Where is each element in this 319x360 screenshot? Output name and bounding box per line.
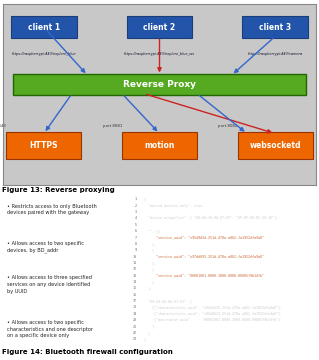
Text: Reverse Proxy: Reverse Proxy (123, 80, 196, 89)
Text: 3: 3 (135, 210, 137, 214)
Text: 4: 4 (135, 216, 137, 220)
Text: "service_uuid": "e95d9d3d-251d-470a-a062-fa1922dfa9a8": "service_uuid": "e95d9d3d-251d-470a-a062… (140, 235, 264, 239)
FancyBboxPatch shape (12, 73, 307, 95)
Text: ],: ], (140, 287, 152, 291)
Text: }: } (140, 331, 150, 335)
Text: 14: 14 (133, 280, 137, 284)
Text: "": [{: "": [{ (140, 229, 160, 233)
Text: {"descriptor_uuid"    : "00002902-0000-1000-8000-00805f9b34fb"}: {"descriptor_uuid" : "00002902-0000-1000… (140, 318, 280, 322)
Text: 2: 2 (135, 204, 137, 208)
Text: 16: 16 (133, 293, 137, 297)
Text: • Allows access to two specific
characteristics and one descriptor
on a specific: • Allows access to two specific characte… (6, 320, 93, 338)
Text: 23: 23 (133, 337, 137, 341)
Text: 22: 22 (133, 331, 137, 335)
Text: 6: 6 (135, 229, 137, 233)
FancyBboxPatch shape (242, 16, 308, 38)
Text: ]: ] (140, 324, 154, 329)
Text: client 1: client 1 (28, 23, 60, 32)
FancyBboxPatch shape (6, 132, 81, 159)
Text: 12: 12 (133, 267, 137, 271)
Text: • Restricts access to only Bluetooth
devices paired with the gateway: • Restricts access to only Bluetooth dev… (6, 204, 96, 215)
Text: 11: 11 (133, 261, 137, 265)
Text: port 8082: port 8082 (218, 124, 238, 128)
Text: {: { (140, 267, 154, 271)
Text: port 443: port 443 (0, 124, 6, 128)
Text: motion: motion (144, 141, 175, 150)
Text: https://raspberrypi:443/explore_blue_ws: https://raspberrypi:443/explore_blue_ws (124, 51, 195, 55)
Text: 18: 18 (133, 305, 137, 310)
FancyBboxPatch shape (127, 16, 192, 38)
Text: 10: 10 (133, 255, 137, 258)
Text: {"characteristic_uuid": "e95d0624-251d-470a-a062-fa1922dfa9a8"},: {"characteristic_uuid": "e95d0624-251d-4… (140, 312, 282, 316)
Text: client 3: client 3 (259, 23, 291, 32)
FancyBboxPatch shape (238, 132, 313, 159)
Text: Figure 14: Bluetooth firewall configuration: Figure 14: Bluetooth firewall configurat… (2, 348, 172, 355)
Text: client 2: client 2 (144, 23, 175, 32)
Text: 21: 21 (133, 324, 137, 329)
Text: 20: 20 (133, 318, 137, 322)
Text: "service_uuid": "00001801-0000-1000-8000-00805f9b34fb": "service_uuid": "00001801-0000-1000-8000… (140, 274, 264, 278)
FancyBboxPatch shape (122, 132, 197, 159)
Text: {: { (140, 248, 154, 252)
Text: [{"characteristic_uuid": "e95d1b35-251d-470a-a062-fa1922dfa9a8"},: [{"characteristic_uuid": "e95d1b35-251d-… (140, 305, 282, 310)
Text: 1: 1 (135, 197, 137, 201)
Text: },: }, (140, 242, 156, 246)
Text: 8: 8 (135, 242, 137, 246)
Text: Figure 13: Reverse proxying: Figure 13: Reverse proxying (2, 188, 114, 193)
Text: 5: 5 (135, 223, 137, 227)
Text: 17: 17 (133, 299, 137, 303)
Text: • Allows access to three specified
services on any device identified
by UUID: • Allows access to three specified servi… (6, 275, 91, 294)
Text: https://raspberrypi:443/explore_blue: https://raspberrypi:443/explore_blue (11, 51, 76, 55)
Text: "paired_devices_only": true,: "paired_devices_only": true, (140, 204, 204, 208)
Text: 9: 9 (135, 248, 137, 252)
Text: websocketd: websocketd (249, 141, 301, 150)
Text: "09:64:36:06:87:01": [: "09:64:36:06:87:01": [ (140, 299, 192, 303)
Text: }: } (140, 280, 154, 284)
Text: "device_acceptlist": [ "09:64:36:06:87:01", "6F:0F:85:0C:29:18"],: "device_acceptlist": [ "09:64:36:06:87:0… (140, 216, 278, 220)
Text: }: } (140, 337, 146, 341)
Text: 15: 15 (133, 287, 137, 291)
Text: "service_uuid": "e97dd693-251d-470a-a062-fa1922dfa9a8": "service_uuid": "e97dd693-251d-470a-a062… (140, 255, 264, 258)
Text: • Allows access to two specific
devices, by BD_addr: • Allows access to two specific devices,… (6, 241, 84, 253)
Text: {: { (140, 197, 146, 201)
Text: port 8081: port 8081 (103, 124, 122, 128)
Text: HTTPS: HTTPS (30, 141, 58, 150)
Text: https://raspberrypi:443/camera: https://raspberrypi:443/camera (248, 51, 303, 55)
Text: },: }, (140, 261, 156, 265)
Text: 13: 13 (133, 274, 137, 278)
Text: 7: 7 (135, 235, 137, 239)
Text: 19: 19 (133, 312, 137, 316)
FancyBboxPatch shape (11, 16, 77, 38)
